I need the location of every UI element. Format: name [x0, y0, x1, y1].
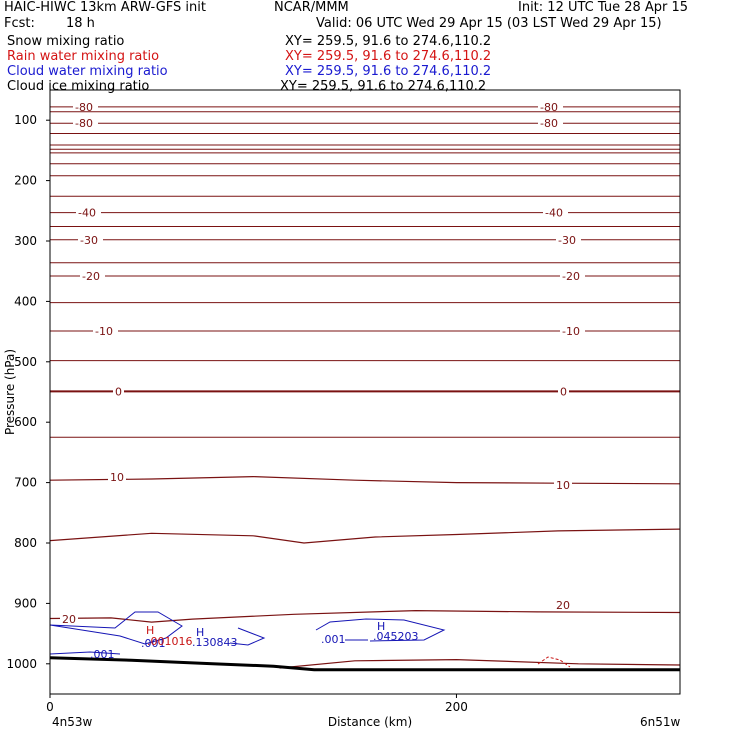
isotherm-label-bg: [554, 599, 572, 611]
x-axis-label: Distance (km): [328, 715, 412, 729]
isotherm-label-bg: [93, 324, 118, 337]
rain-water-contour: [537, 656, 571, 668]
isotherm-label: -80: [540, 117, 558, 130]
cloud-water-high-marker: H: [196, 626, 204, 639]
y-tick-label: 300: [14, 234, 37, 248]
isotherm-label: -80: [75, 101, 93, 114]
y-tick-label: 100: [14, 113, 37, 127]
cloud-water-max-value: .130843: [192, 636, 238, 649]
isotherm-label: 0: [115, 385, 122, 398]
field-name-snow: Snow mixing ratio: [7, 34, 125, 49]
isotherm-label-bg: [78, 233, 103, 246]
isotherm-label: -40: [78, 207, 96, 220]
cloud-water-max-value: .045203: [373, 630, 419, 643]
y-tick-label: 200: [14, 174, 37, 188]
y-tick-label: 1000: [6, 657, 37, 671]
y-axis-label: Pressure (hPa): [3, 349, 17, 435]
isotherm-label-bg: [556, 233, 581, 246]
cloud-water-label: .001: [321, 633, 346, 646]
isotherm-label-bg: [543, 206, 568, 219]
isotherm-label: 20: [62, 613, 76, 626]
isotherm-label: -20: [562, 270, 580, 283]
forecast-label: Fcst:: [4, 16, 35, 31]
isotherm-label: -10: [562, 325, 580, 338]
isotherm-label-bg: [560, 270, 585, 283]
cloud-water-label: .001: [90, 648, 115, 661]
isotherm-label-bg: [560, 324, 585, 337]
isotherm-label-bg: [108, 471, 126, 483]
isotherm-line: [49, 475, 681, 485]
isotherm-label-bg: [60, 613, 78, 625]
plot-frame: [49, 89, 681, 695]
isotherm-line: [49, 609, 681, 623]
field-xy-cloud-water: XY= 259.5, 91.6 to 274.6,110.2: [285, 64, 492, 79]
isotherm-label: 10: [556, 479, 570, 492]
isotherm-label-bg: [73, 100, 98, 113]
endpoint-left-label: 4n53w: [52, 715, 93, 729]
model-title: HAIC-HIWC 13km ARW-GFS init: [4, 0, 206, 15]
y-tick-label: 400: [14, 294, 37, 308]
valid-time: Valid: 06 UTC Wed 29 Apr 15 (03 LST Wed …: [316, 16, 662, 31]
field-xy-snow: XY= 259.5, 91.6 to 274.6,110.2: [285, 34, 492, 49]
field-name-cloud-water: Cloud water mixing ratio: [7, 64, 168, 79]
y-tick-label: 600: [14, 415, 37, 429]
field-name-rain: Rain water mixing ratio: [7, 49, 160, 64]
isotherm-label-bg: [538, 117, 563, 130]
cloud-water-label: .001: [141, 637, 166, 650]
isotherm-label: 0: [560, 385, 567, 398]
isotherm-label: -80: [540, 101, 558, 114]
isotherm-label-bg: [113, 385, 124, 398]
x-tick-label: 200: [445, 700, 468, 714]
isotherm-label: 10: [110, 471, 124, 484]
cloud-water-contour: [49, 651, 121, 655]
cloud-water-high-marker: H: [377, 620, 385, 633]
isotherm-label: -40: [545, 207, 563, 220]
x-tick-label: 0: [46, 700, 54, 714]
endpoint-right-label: 6n51w: [640, 715, 681, 729]
y-tick-label: 800: [14, 536, 37, 550]
isotherm-label-bg: [76, 206, 101, 219]
forecast-hour: 18 h: [66, 16, 95, 31]
cloud-water-contour: [315, 618, 446, 642]
isotherm-label-bg: [558, 385, 569, 398]
rain-water-max-value: .001016: [147, 635, 193, 648]
cloud-water-contour: [49, 611, 183, 645]
cloud-water-contour: [229, 627, 266, 646]
isotherm-label: -30: [558, 234, 576, 247]
isotherm-label: -80: [75, 117, 93, 130]
isotherm-line: [49, 528, 681, 544]
isotherm-label: -10: [95, 325, 113, 338]
isotherm-label: -30: [80, 234, 98, 247]
field-xy-rain: XY= 259.5, 91.6 to 274.6,110.2: [285, 49, 492, 64]
y-tick-label: 900: [14, 596, 37, 610]
terrain-line: [49, 656, 680, 672]
isotherm-label-bg: [538, 100, 563, 113]
isotherm-label-bg: [73, 117, 98, 130]
init-time: Init: 12 UTC Tue 28 Apr 15: [518, 0, 689, 15]
isotherm-label-bg: [554, 479, 572, 491]
isotherm-label: -20: [82, 270, 100, 283]
isotherm-label: 20: [556, 599, 570, 612]
org-label: NCAR/MMM: [274, 0, 349, 15]
isotherm-label-bg: [80, 270, 105, 283]
rain-water-high-marker: H: [146, 624, 154, 637]
y-tick-label: 700: [14, 476, 37, 490]
y-tick-label: 500: [14, 355, 37, 369]
isotherm-line: [279, 658, 681, 669]
